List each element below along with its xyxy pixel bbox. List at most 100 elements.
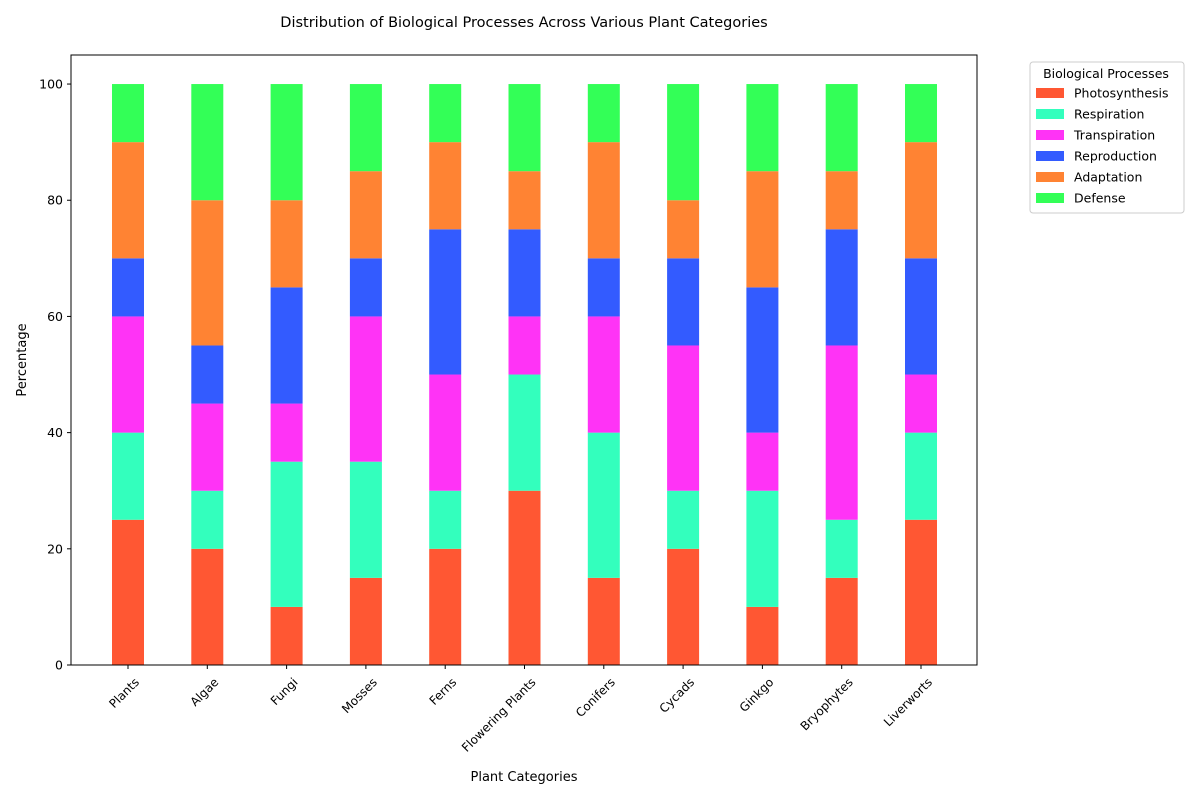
bar-photosynthesis-flowering-plants xyxy=(508,490,541,665)
bar-respiration-conifers xyxy=(587,432,620,578)
x-axis-label: Plant Categories xyxy=(471,770,578,785)
legend: Biological Processes Photosynthesis Respi… xyxy=(1029,61,1185,214)
legend-label-respiration: Respiration xyxy=(1074,107,1144,122)
legend-swatch-transpiration xyxy=(1036,130,1064,140)
bar-reproduction-cycads xyxy=(667,258,700,346)
x-tick-label: Ferns xyxy=(427,675,460,708)
y-tick-label: 60 xyxy=(47,309,63,324)
bar-defense-liverworts xyxy=(905,84,937,143)
x-tick-label: Mosses xyxy=(339,675,380,716)
x-tick-label: Fungi xyxy=(268,675,301,708)
bars-layer xyxy=(112,84,937,665)
bar-respiration-cycads xyxy=(667,490,700,549)
bar-transpiration-plants xyxy=(112,316,144,433)
x-tick-label: Cycads xyxy=(657,675,698,716)
legend-box xyxy=(1029,61,1185,214)
y-axis: 0 20 40 60 80 100 xyxy=(39,77,71,673)
bar-photosynthesis-mosses xyxy=(349,577,382,665)
legend-items: Photosynthesis Respiration Transpiration Re… xyxy=(1036,86,1169,206)
bar-respiration-flowering-plants xyxy=(508,374,541,491)
legend-swatch-reproduction xyxy=(1036,151,1064,161)
bar-adaptation-conifers xyxy=(587,142,620,259)
chart-title: Distribution of Biological Processes Acr… xyxy=(280,15,767,31)
bar-reproduction-mosses xyxy=(349,258,382,317)
y-tick-label: 100 xyxy=(39,77,63,92)
bar-respiration-ginkgo xyxy=(746,490,779,607)
bar-transpiration-flowering-plants xyxy=(508,316,541,375)
bar-respiration-bryophytes xyxy=(825,519,858,578)
bar-reproduction-ferns xyxy=(429,229,462,375)
bar-defense-conifers xyxy=(587,84,620,143)
legend-label-adaptation: Adaptation xyxy=(1074,170,1142,185)
bar-defense-ginkgo xyxy=(746,84,779,172)
bar-reproduction-algae xyxy=(191,345,224,404)
bar-reproduction-plants xyxy=(112,258,144,317)
x-tick-label: Ginkgo xyxy=(737,675,777,715)
bar-defense-ferns xyxy=(429,84,462,143)
legend-title: Biological Processes xyxy=(1043,66,1169,81)
bar-adaptation-ginkgo xyxy=(746,171,779,288)
bar-reproduction-flowering-plants xyxy=(508,229,541,317)
x-tick-label: Algae xyxy=(187,675,221,709)
bar-photosynthesis-conifers xyxy=(587,577,620,665)
legend-label-transpiration: Transpiration xyxy=(1073,128,1155,143)
bar-defense-algae xyxy=(191,84,224,201)
x-tick-label: Bryophytes xyxy=(798,675,856,733)
bar-adaptation-mosses xyxy=(349,171,382,259)
bar-photosynthesis-cycads xyxy=(667,548,700,665)
bar-photosynthesis-liverworts xyxy=(905,519,937,665)
bar-photosynthesis-ferns xyxy=(429,548,462,665)
bar-reproduction-fungi xyxy=(270,287,303,404)
bar-adaptation-liverworts xyxy=(905,142,937,259)
bar-defense-plants xyxy=(112,84,144,143)
bar-transpiration-ginkgo xyxy=(746,432,779,491)
bar-respiration-mosses xyxy=(349,461,382,578)
x-tick-label: Liverworts xyxy=(881,675,935,729)
x-tick-label: Conifers xyxy=(573,675,618,720)
bar-reproduction-bryophytes xyxy=(825,229,858,346)
bar-transpiration-liverworts xyxy=(905,374,937,433)
legend-label-reproduction: Reproduction xyxy=(1074,149,1157,164)
bar-adaptation-cycads xyxy=(667,200,700,259)
legend-swatch-adaptation xyxy=(1036,172,1064,182)
bar-respiration-plants xyxy=(112,432,144,520)
x-tick-label: Plants xyxy=(106,675,142,711)
bar-adaptation-algae xyxy=(191,200,224,346)
bar-adaptation-ferns xyxy=(429,142,462,230)
bar-respiration-liverworts xyxy=(905,432,937,520)
bar-reproduction-conifers xyxy=(587,258,620,317)
bar-defense-fungi xyxy=(270,84,303,201)
bar-respiration-algae xyxy=(191,490,224,549)
bar-transpiration-cycads xyxy=(667,345,700,491)
plot-area-frame xyxy=(70,54,978,666)
bar-photosynthesis-fungi xyxy=(270,606,303,665)
bar-defense-bryophytes xyxy=(825,84,858,172)
bar-defense-mosses xyxy=(349,84,382,172)
bar-defense-cycads xyxy=(667,84,700,201)
bar-adaptation-flowering-plants xyxy=(508,171,541,230)
legend-swatch-defense xyxy=(1036,193,1064,203)
legend-swatch-respiration xyxy=(1036,109,1064,119)
x-axis: Plants Algae Fungi Mosses Ferns Flowering Pla… xyxy=(106,665,935,755)
bar-defense-flowering-plants xyxy=(508,84,541,172)
y-tick-label: 80 xyxy=(47,193,63,208)
bar-transpiration-bryophytes xyxy=(825,345,858,520)
bar-reproduction-ginkgo xyxy=(746,287,779,433)
bar-reproduction-liverworts xyxy=(905,258,937,375)
bar-respiration-fungi xyxy=(270,461,303,607)
y-tick-label: 40 xyxy=(47,425,63,440)
bar-adaptation-plants xyxy=(112,142,144,259)
bar-transpiration-fungi xyxy=(270,403,303,462)
y-tick-label: 0 xyxy=(55,658,63,673)
bar-photosynthesis-bryophytes xyxy=(825,577,858,665)
legend-label-defense: Defense xyxy=(1074,191,1126,206)
bar-respiration-ferns xyxy=(429,490,462,549)
bar-transpiration-ferns xyxy=(429,374,462,491)
y-axis-label: Percentage xyxy=(15,323,30,396)
x-tick-label: Flowering Plants xyxy=(459,675,539,755)
y-tick-label: 20 xyxy=(47,541,63,556)
bar-transpiration-mosses xyxy=(349,316,382,462)
bar-adaptation-fungi xyxy=(270,200,303,288)
